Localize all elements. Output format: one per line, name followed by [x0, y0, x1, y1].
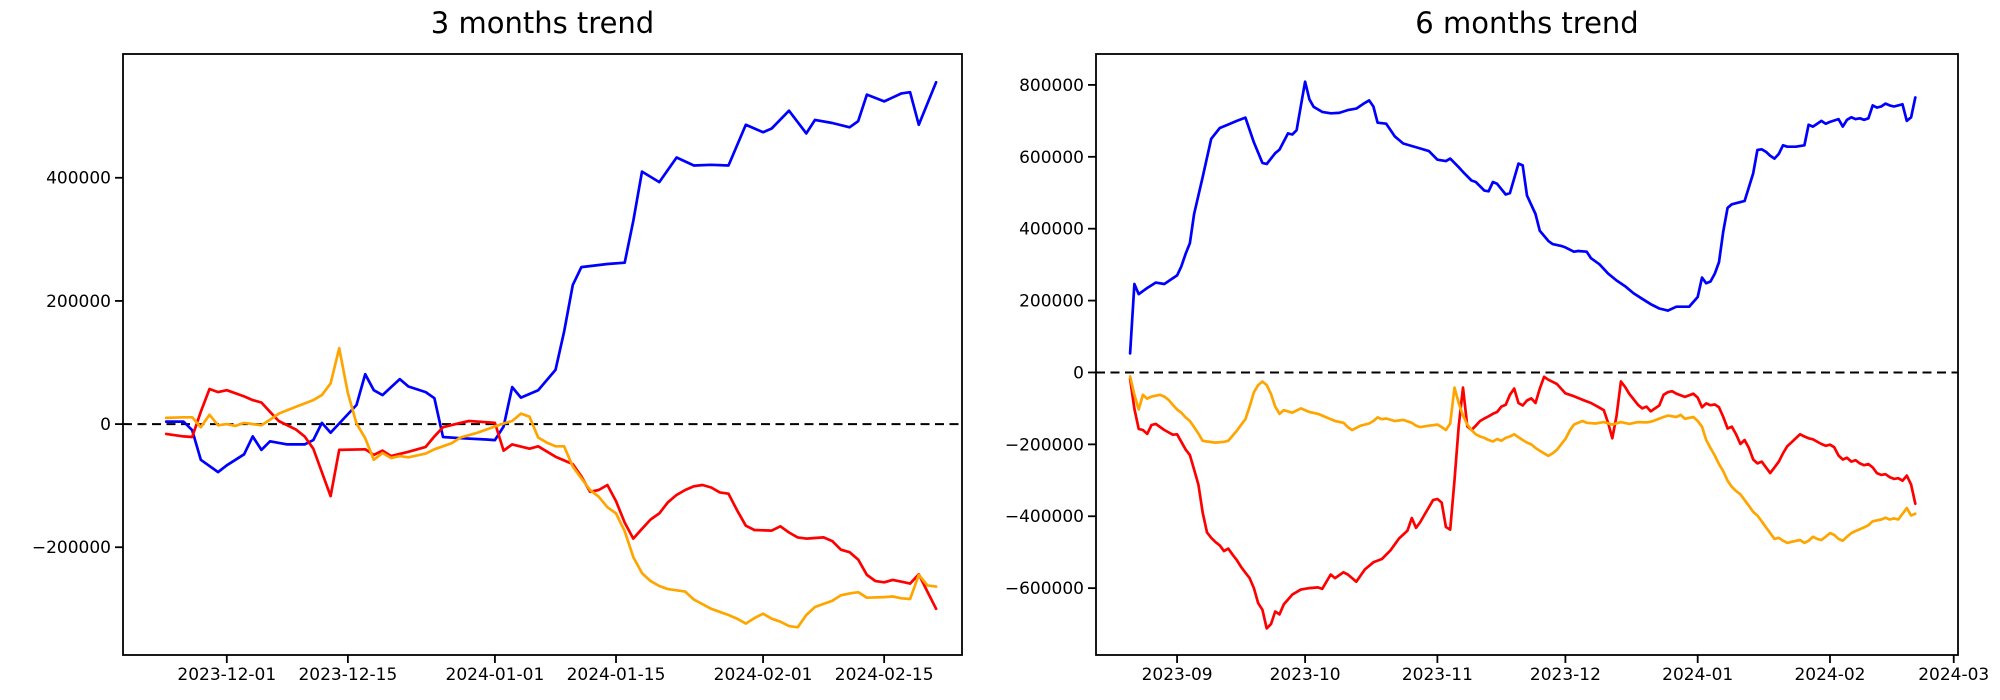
- y-tick-label: 400000: [46, 169, 111, 189]
- x-tick-label: 2023-12: [1530, 665, 1601, 685]
- x-tick-label: 2023-12-15: [298, 665, 397, 685]
- series-line-blue: [164, 80, 938, 474]
- x-tick-label: 2024-02-15: [835, 665, 934, 685]
- right-chart-title: 6 months trend: [1415, 6, 1639, 40]
- y-tick-label: −400000: [1005, 507, 1084, 527]
- x-tick-label: 2023-10: [1270, 665, 1341, 685]
- series-line-blue: [1128, 80, 1917, 355]
- series-line-red: [164, 387, 938, 611]
- x-tick-label: 2023-09: [1142, 665, 1213, 685]
- y-tick-label: −600000: [1005, 579, 1084, 599]
- y-tick-label: 200000: [1019, 292, 1084, 312]
- x-tick-label: 2024-01: [1662, 665, 1733, 685]
- x-tick-label: 2024-02: [1794, 665, 1865, 685]
- series-line-red: [1128, 375, 1917, 630]
- plot-border: [1095, 53, 1959, 656]
- y-tick-label: 0: [1073, 363, 1084, 383]
- series-line-orange: [164, 346, 938, 629]
- x-tick-label: 2024-02-01: [714, 665, 813, 685]
- y-tick-label: 400000: [1019, 220, 1084, 240]
- x-tick-label: 2023-12-01: [177, 665, 276, 685]
- x-tick-label: 2023-11: [1402, 665, 1473, 685]
- x-tick-label: 2024-03: [1918, 665, 1989, 685]
- series-line-orange: [1128, 375, 1917, 545]
- left-chart-title: 3 months trend: [430, 6, 655, 40]
- y-tick-label: 800000: [1019, 76, 1084, 96]
- y-tick-label: −200000: [1005, 435, 1084, 455]
- plot-border: [122, 53, 963, 656]
- x-tick-label: 2024-01-01: [446, 665, 545, 685]
- y-tick-label: 0: [100, 415, 111, 435]
- x-tick-label: 2024-01-15: [567, 665, 666, 685]
- y-tick-label: −200000: [32, 538, 111, 558]
- y-tick-label: 200000: [46, 292, 111, 312]
- y-tick-label: 600000: [1019, 148, 1084, 168]
